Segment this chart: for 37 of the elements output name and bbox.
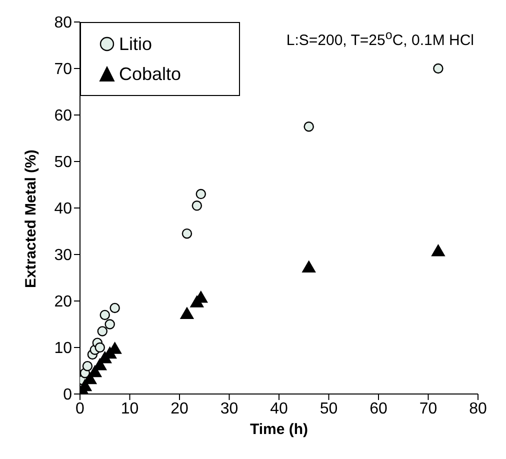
x-tick-label: 60 — [370, 400, 388, 418]
point — [196, 188, 206, 200]
legend-label: Litio — [119, 34, 152, 54]
point — [97, 326, 108, 336]
point — [100, 310, 110, 320]
x-tick-label: 50 — [320, 400, 338, 418]
y-tick-label: 80 — [54, 14, 72, 32]
point — [104, 319, 115, 330]
x-tick-label: 20 — [170, 400, 188, 418]
y-tick-label: 30 — [54, 247, 72, 264]
point — [192, 200, 202, 211]
point — [94, 342, 106, 353]
x-tick-label: 80 — [469, 400, 487, 418]
y-axis-title: Extracted Metal (%) — [22, 150, 40, 288]
x-axis-title: Time (h) — [250, 421, 308, 438]
point — [304, 122, 314, 132]
y-tick-label: 10 — [54, 340, 72, 358]
legend-label: Cobalto — [119, 64, 182, 84]
x-tick-label: 30 — [220, 400, 238, 418]
y-tick-label: 20 — [54, 294, 72, 311]
point — [180, 307, 194, 320]
y-tick-label: 60 — [54, 108, 72, 125]
point — [82, 360, 93, 372]
point — [110, 302, 120, 314]
y-tick-label: 50 — [54, 154, 72, 172]
point — [432, 244, 445, 256]
point — [433, 63, 444, 74]
y-tick-label: 0 — [63, 386, 72, 404]
point — [302, 260, 316, 273]
y-tick-label: 40 — [54, 200, 72, 218]
annotation: L:S=200, T=25$^{o}$C, 0.1M HCl — [286, 28, 474, 49]
y-tick-label: 70 — [54, 61, 72, 78]
x-tick-label: 40 — [270, 400, 288, 418]
x-tick-label: 70 — [419, 400, 438, 418]
x-tick-label: 0 — [76, 400, 85, 418]
x-tick-label: 10 — [120, 400, 139, 418]
point — [182, 228, 192, 239]
